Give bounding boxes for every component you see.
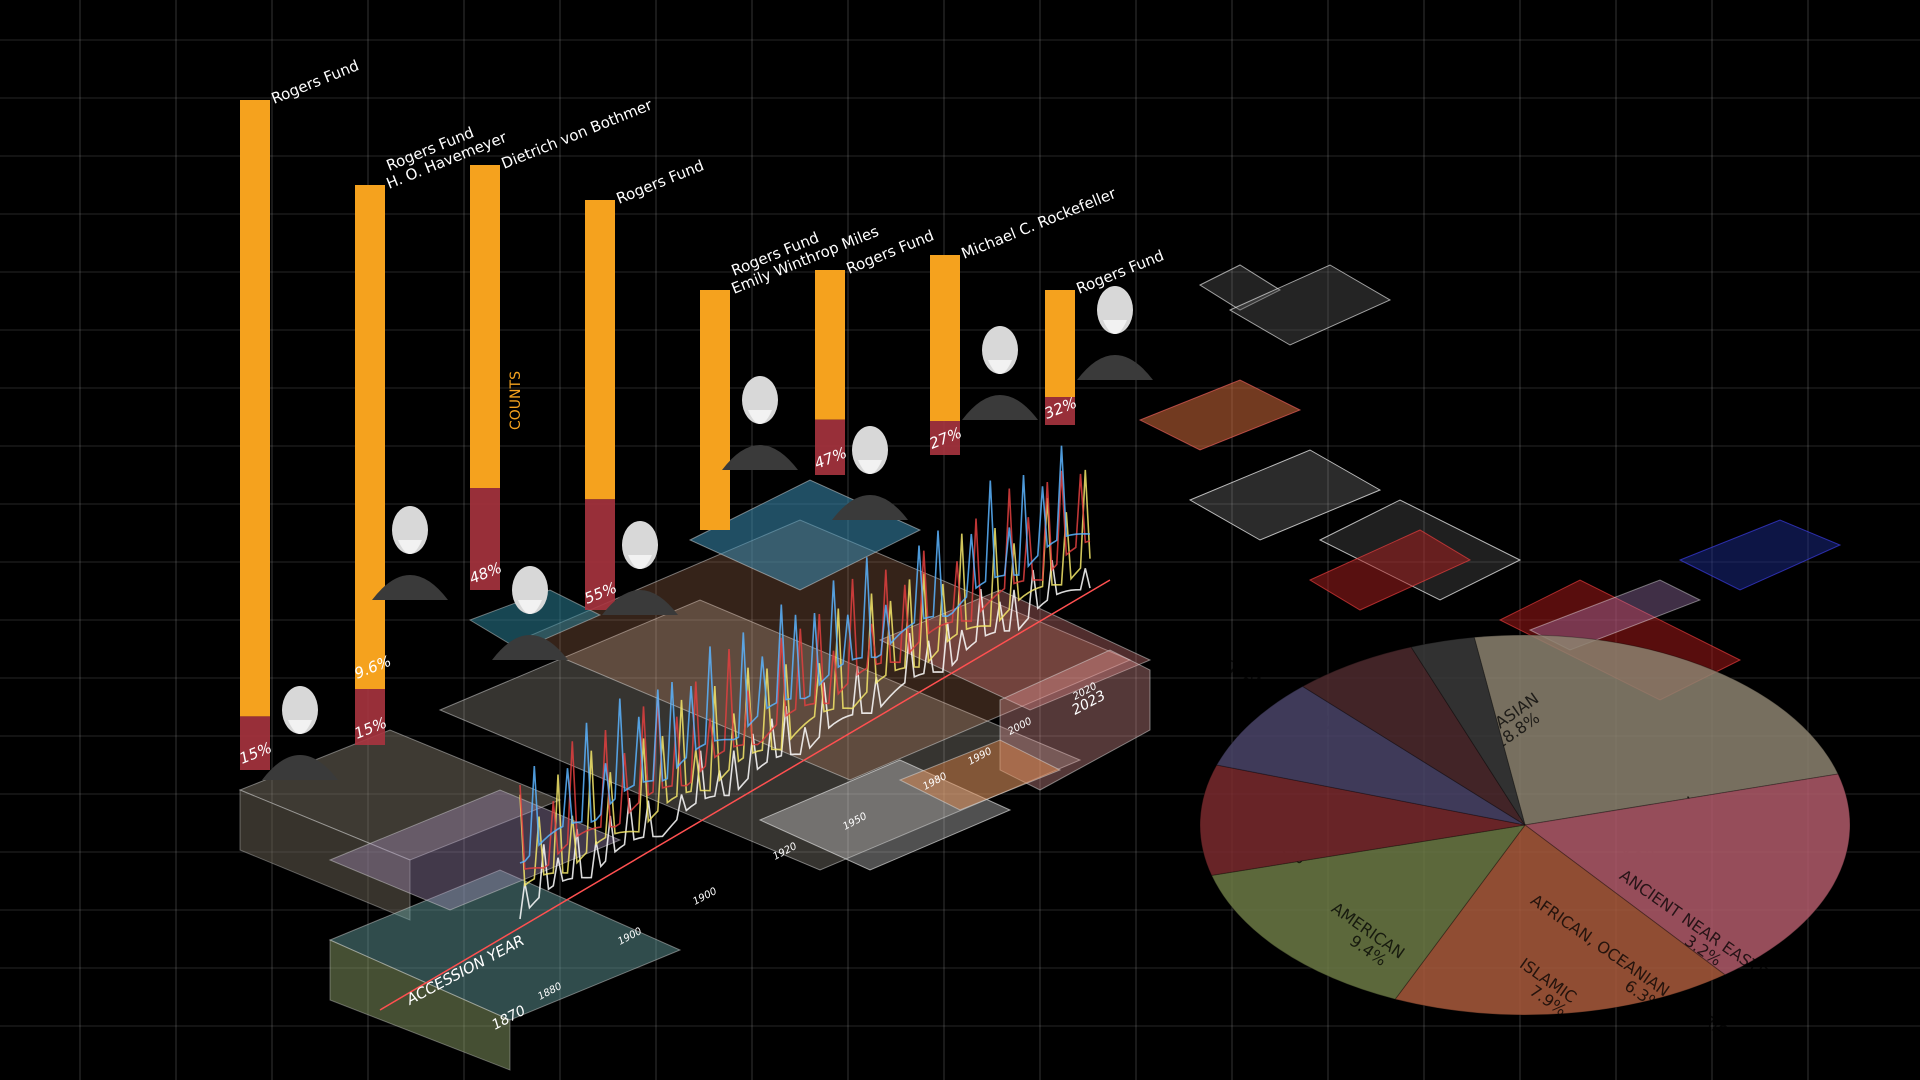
portrait-body xyxy=(722,445,798,470)
portrait-body xyxy=(832,495,908,520)
pie-slice xyxy=(1301,646,1526,826)
portrait-beard xyxy=(858,460,882,474)
pie-slice xyxy=(1410,636,1526,826)
donor-portraits xyxy=(262,286,1153,780)
donor-bar-bottom xyxy=(470,488,500,590)
portrait-body xyxy=(602,590,678,615)
pie-slice xyxy=(1523,773,1851,976)
donor-bar-bottom xyxy=(585,499,615,610)
portrait-body xyxy=(1077,355,1153,380)
counts-label: COUNTS xyxy=(508,371,524,430)
donor-bar-bottom xyxy=(355,689,385,745)
portrait-beard xyxy=(288,720,312,734)
portrait-beard xyxy=(398,540,422,554)
donor-bar-top xyxy=(815,270,845,420)
pie-slice xyxy=(1210,824,1527,1000)
portrait-beard xyxy=(518,600,542,614)
donor-bar-bottom xyxy=(815,419,845,475)
portrait-beard xyxy=(628,555,652,569)
accession-axis-line xyxy=(379,579,1111,1011)
accession-series-line xyxy=(519,469,1091,887)
donor-bar-top xyxy=(355,185,385,689)
donor-bar-bottom xyxy=(1045,397,1075,425)
donor-bar-top xyxy=(585,200,615,500)
donor-bar-top xyxy=(1045,290,1075,397)
pie-slice xyxy=(1215,685,1526,826)
portrait-beard xyxy=(748,410,772,424)
pie-slice xyxy=(1199,764,1526,876)
donor-bar-top xyxy=(240,100,270,717)
museum-floorplan xyxy=(238,264,1842,1071)
donor-bar-top xyxy=(700,290,730,530)
accession-year-lines xyxy=(519,445,1091,920)
accession-series-line xyxy=(519,470,1091,870)
portrait-beard xyxy=(988,360,1012,374)
pie-slice xyxy=(1394,824,1726,1016)
accession-series-line xyxy=(519,445,1091,864)
accession-series-line xyxy=(519,559,1091,920)
portrait-body xyxy=(262,755,338,780)
donor-bar-top xyxy=(470,165,500,488)
donor-bar-bottom xyxy=(240,716,270,770)
pie-slice xyxy=(1473,634,1839,826)
portrait-body xyxy=(372,575,448,600)
donor-bar-bottom xyxy=(930,421,960,455)
donor-bar-top xyxy=(930,255,960,421)
portrait-beard xyxy=(1103,320,1127,334)
portrait-body xyxy=(962,395,1038,420)
portrait-body xyxy=(492,635,568,660)
